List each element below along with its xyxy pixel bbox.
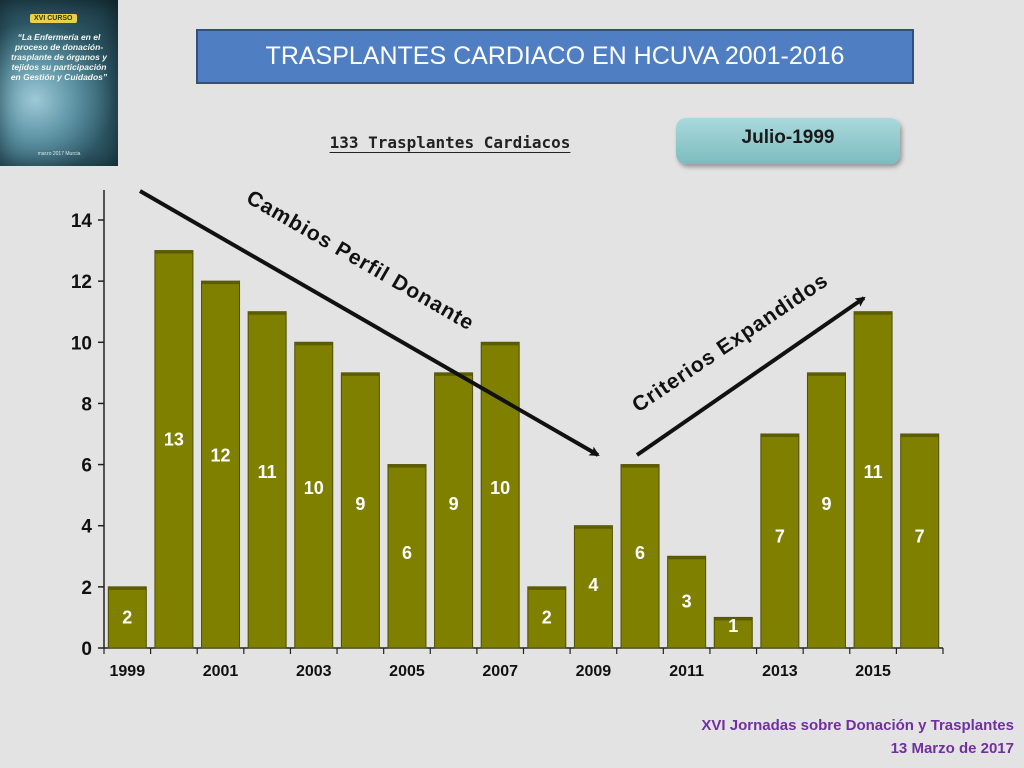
bar-value-label: 10 bbox=[490, 478, 510, 498]
x-tick-label: 2003 bbox=[296, 663, 332, 680]
bar-value-label: 2 bbox=[122, 608, 132, 628]
bar bbox=[713, 616, 753, 649]
bar-top-edge bbox=[434, 372, 473, 376]
bar-top-edge bbox=[481, 342, 520, 346]
bar-top-edge bbox=[714, 617, 753, 621]
bar bbox=[294, 341, 334, 649]
bar bbox=[573, 525, 613, 649]
bar-value-label: 6 bbox=[402, 543, 412, 563]
logo-footer: marzo 2017 Murcia bbox=[37, 151, 81, 157]
bar-top-edge bbox=[201, 281, 240, 285]
bar bbox=[247, 311, 287, 649]
bar-top-edge bbox=[527, 586, 566, 590]
y-tick-label: 2 bbox=[81, 578, 92, 599]
y-tick-label: 10 bbox=[71, 333, 92, 354]
down-trend-arrow bbox=[139, 189, 600, 457]
bar-value-label: 6 bbox=[635, 543, 645, 563]
bar-value-label: 11 bbox=[864, 462, 883, 482]
bar bbox=[900, 433, 940, 649]
bar-value-label: 9 bbox=[821, 494, 831, 514]
y-tick-label: 12 bbox=[71, 272, 92, 293]
bar-top-edge bbox=[387, 464, 426, 468]
bar-value-label: 7 bbox=[915, 527, 925, 547]
y-tick-label: 4 bbox=[81, 517, 92, 538]
bar bbox=[201, 280, 241, 649]
up-trend-arrow bbox=[635, 296, 866, 457]
bar bbox=[107, 586, 147, 649]
date-badge: Julio-1999 bbox=[676, 118, 900, 164]
x-tick-label: 2007 bbox=[482, 663, 518, 680]
bar-value-label: 1 bbox=[728, 616, 738, 636]
slide-title: TRASPLANTES CARDIACO EN HCUVA 2001-2016 bbox=[196, 29, 914, 84]
bar-value-label: 13 bbox=[164, 429, 184, 449]
bar bbox=[434, 372, 474, 649]
logo-text: “La Enfermería en el proceso de donación… bbox=[10, 32, 108, 82]
x-tick-label: 1999 bbox=[110, 663, 146, 680]
bar-value-label: 7 bbox=[775, 527, 785, 547]
footer-date: 13 Marzo de 2017 bbox=[890, 740, 1014, 757]
bar-value-label: 9 bbox=[355, 494, 365, 514]
x-tick-label: 2009 bbox=[576, 663, 612, 680]
bar-top-edge bbox=[667, 556, 706, 560]
bar-top-edge bbox=[807, 372, 846, 376]
bar-top-edge bbox=[854, 311, 893, 315]
bar-value-label: 11 bbox=[258, 462, 277, 482]
bar-top-edge bbox=[341, 372, 380, 376]
bar-top-edge bbox=[294, 342, 333, 346]
bar-value-label: 2 bbox=[542, 608, 552, 628]
footer-event: XVI Jornadas sobre Donación y Trasplante… bbox=[701, 717, 1014, 734]
bar-value-label: 12 bbox=[211, 446, 231, 466]
course-logo: XVI CURSO “La Enfermería en el proceso d… bbox=[0, 0, 118, 166]
y-tick-label: 8 bbox=[81, 394, 92, 415]
bar-top-edge bbox=[900, 434, 939, 437]
x-tick-label: 2013 bbox=[762, 663, 798, 680]
bar-value-label: 10 bbox=[304, 478, 324, 498]
chart-subtitle: 133 Trasplantes Cardiacos bbox=[329, 133, 571, 152]
bar-top-edge bbox=[108, 586, 147, 590]
bar bbox=[760, 433, 800, 649]
bar-top-edge bbox=[621, 464, 660, 468]
bar bbox=[340, 372, 380, 649]
bar bbox=[853, 311, 893, 649]
y-tick-label: 6 bbox=[81, 456, 92, 477]
x-tick-label: 2011 bbox=[669, 663, 704, 680]
bar-value-label: 9 bbox=[449, 494, 459, 514]
x-tick-label: 2015 bbox=[855, 663, 891, 680]
bar-labels: 2 13 12 11 10 9 6 9 10 2 4 6 3 1 7 9 11 7 bbox=[122, 429, 924, 636]
bar bbox=[667, 555, 707, 649]
y-tick-label: 0 bbox=[81, 639, 92, 660]
bar bbox=[620, 464, 660, 649]
bar bbox=[154, 250, 194, 649]
bar bbox=[527, 586, 567, 649]
bar-top-edge bbox=[248, 311, 287, 315]
bar-value-label: 3 bbox=[682, 591, 692, 611]
x-tick-label: 2001 bbox=[203, 663, 239, 680]
bar-top-edge bbox=[760, 434, 799, 437]
bar bbox=[806, 372, 846, 649]
bar-value-label: 4 bbox=[588, 575, 598, 595]
y-tick-label: 14 bbox=[71, 211, 93, 232]
logo-badge: XVI CURSO bbox=[30, 14, 77, 23]
bar-top-edge bbox=[574, 525, 613, 529]
bar bbox=[387, 464, 427, 649]
bar-top-edge bbox=[154, 250, 193, 254]
chart-bars bbox=[107, 250, 940, 649]
x-tick-label: 2005 bbox=[389, 663, 425, 680]
